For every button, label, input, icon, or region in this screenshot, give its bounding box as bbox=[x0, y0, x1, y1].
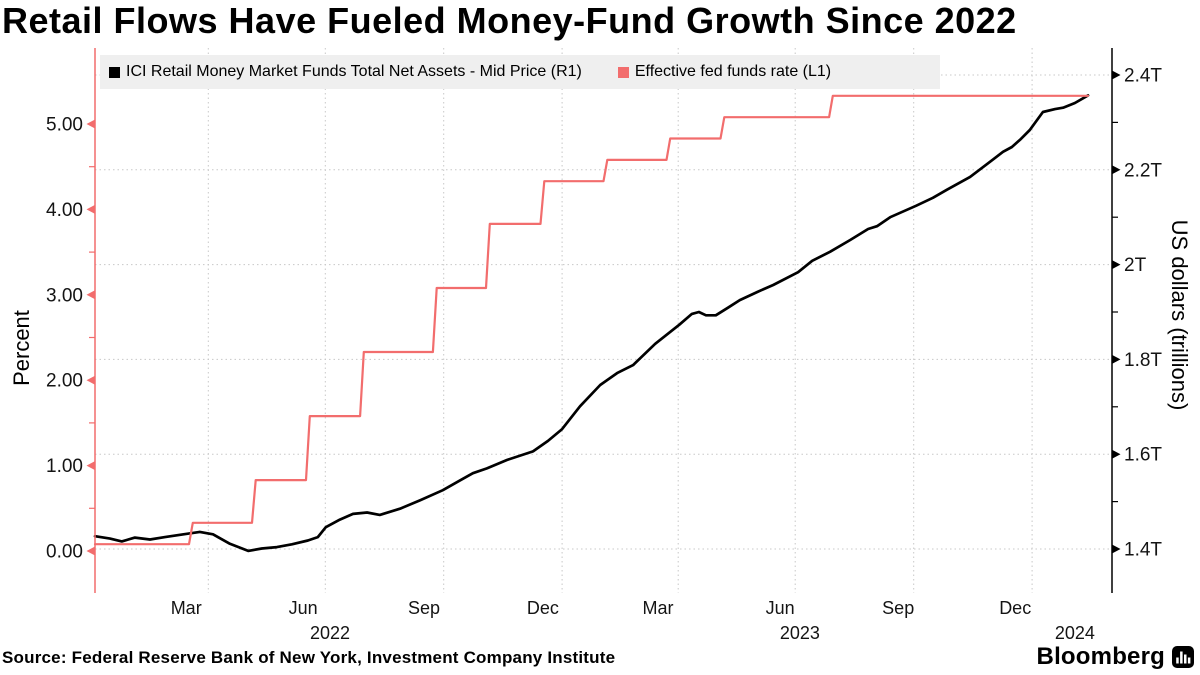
right-tick-arrow-icon bbox=[1112, 544, 1121, 554]
year-label: 2023 bbox=[780, 623, 820, 643]
series-line-R1 bbox=[93, 94, 1090, 553]
bloomberg-logo: Bloomberg bbox=[1037, 643, 1194, 671]
bloomberg-wordmark: Bloomberg bbox=[1036, 643, 1165, 670]
right-axis-title: US dollars (trillions) bbox=[1167, 219, 1192, 411]
left-tick-arrow-icon bbox=[86, 546, 95, 556]
left-tick-arrow-icon bbox=[86, 119, 95, 129]
right-tick-arrow-icon bbox=[1112, 354, 1121, 364]
left-tick-arrow-icon bbox=[86, 375, 95, 385]
left-tick-arrow-icon bbox=[86, 461, 95, 471]
legend-item-fed-rate: Effective fed funds rate (L1) bbox=[617, 63, 832, 81]
year-label: 2022 bbox=[310, 623, 350, 643]
left-tick-label: 1.00 bbox=[46, 456, 83, 477]
legend-item-assets-label: ICI Retail Money Market Funds Total Net … bbox=[126, 63, 582, 80]
series-line-L1 bbox=[93, 94, 1090, 546]
right-tick-arrow-icon bbox=[1112, 70, 1121, 80]
left-tick-arrow-icon bbox=[86, 290, 95, 300]
month-label: Jun bbox=[766, 598, 795, 618]
right-tick-label: 1.4T bbox=[1124, 540, 1162, 561]
left-tick-label: 3.00 bbox=[46, 285, 83, 306]
left-tick-label: 4.00 bbox=[46, 200, 83, 221]
legend-item-fed-rate-label: Effective fed funds rate (L1) bbox=[634, 63, 832, 80]
fed-rate-swatch-icon bbox=[617, 66, 629, 78]
right-tick-arrow-icon bbox=[1112, 165, 1121, 175]
month-label: Dec bbox=[527, 598, 559, 618]
right-tick-arrow-icon bbox=[1112, 449, 1121, 459]
legend: ICI Retail Money Market Funds Total Net … bbox=[100, 55, 940, 89]
assets-swatch-icon bbox=[109, 66, 120, 78]
year-label: 2024 bbox=[1055, 623, 1095, 643]
month-label: Dec bbox=[999, 598, 1031, 618]
right-tick-arrow-icon bbox=[1112, 260, 1121, 270]
right-tick-label: 2.2T bbox=[1124, 160, 1162, 181]
month-label: Jun bbox=[289, 598, 318, 618]
month-label: Mar bbox=[171, 598, 202, 618]
right-tick-label: 1.6T bbox=[1124, 445, 1162, 466]
left-tick-label: 0.00 bbox=[46, 542, 83, 563]
legend-item-assets: ICI Retail Money Market Funds Total Net … bbox=[109, 63, 582, 81]
left-axis-title: Percent bbox=[9, 310, 34, 386]
month-label: Sep bbox=[408, 598, 440, 618]
bloomberg-bars-icon bbox=[1172, 646, 1194, 668]
left-tick-label: 5.00 bbox=[46, 115, 83, 136]
left-tick-label: 2.00 bbox=[46, 371, 83, 392]
month-label: Mar bbox=[643, 598, 674, 618]
source-credit: Source: Federal Reserve Bank of New York… bbox=[2, 648, 616, 667]
left-tick-arrow-icon bbox=[86, 204, 95, 214]
right-tick-label: 2.4T bbox=[1124, 66, 1162, 87]
right-tick-label: 2T bbox=[1124, 255, 1147, 276]
chart-title: Retail Flows Have Fueled Money-Fund Grow… bbox=[2, 0, 1017, 41]
month-label: Sep bbox=[882, 598, 914, 618]
right-tick-label: 1.8T bbox=[1124, 350, 1162, 371]
